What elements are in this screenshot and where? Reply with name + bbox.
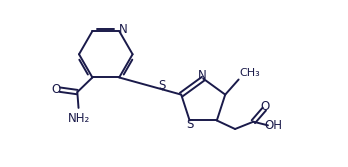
Text: NH₂: NH₂ bbox=[68, 112, 90, 125]
Text: S: S bbox=[186, 118, 193, 131]
Text: O: O bbox=[261, 100, 270, 113]
Text: O: O bbox=[52, 83, 61, 96]
Text: CH₃: CH₃ bbox=[240, 68, 261, 77]
Text: N: N bbox=[118, 23, 127, 36]
Text: N: N bbox=[198, 69, 206, 82]
Text: OH: OH bbox=[264, 119, 282, 132]
Text: S: S bbox=[158, 79, 166, 92]
